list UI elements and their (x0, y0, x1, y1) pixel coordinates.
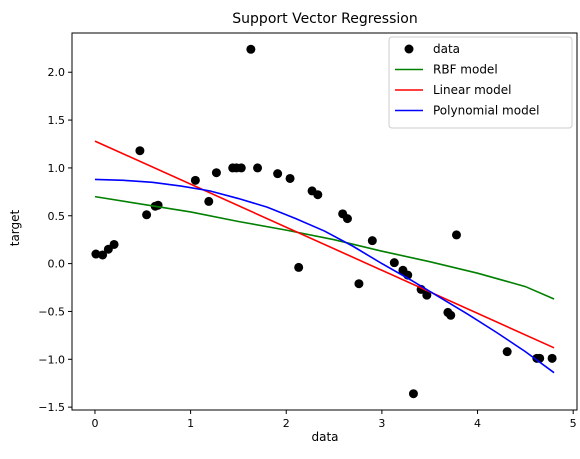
x-tick-label-3: 3 (378, 417, 385, 430)
data-point-9 (204, 196, 214, 206)
legend-label-polynomial-model: Polynomial model (433, 104, 539, 118)
y-tick-label-2: 2.0 (48, 66, 66, 79)
y-tick-label--1: −1.0 (38, 353, 65, 366)
data-point-32 (446, 310, 456, 320)
y-tick-label-1: 1.0 (48, 162, 66, 175)
data-point-25 (389, 258, 399, 268)
x-tick-label-1: 1 (187, 417, 194, 430)
x-tick-label-4: 4 (474, 417, 481, 430)
data-point-10 (211, 168, 221, 178)
data-point-1 (98, 250, 108, 260)
legend-label-data: data (433, 42, 460, 56)
data-point-22 (342, 214, 352, 224)
series-line-rbf-model (94, 195, 555, 300)
data-point-24 (367, 236, 377, 246)
data-point-34 (502, 347, 512, 357)
plot-content (91, 44, 557, 399)
data-point-13 (236, 163, 246, 173)
axes-layer: 0 1 2 3 4 5 −1.5 −1.0 −0.5 0.0 0.5 1.0 1.5 2.0 (38, 32, 578, 430)
x-tick-label-5: 5 (570, 417, 577, 430)
x-axis-label: data (311, 430, 338, 444)
plot-frame (71, 32, 578, 411)
y-axis-label: target (8, 209, 22, 246)
data-point-28 (408, 389, 418, 399)
series-line-polynomial-model (94, 178, 555, 374)
y-tick-label--0.5: −0.5 (38, 305, 65, 318)
legend-label-rbf-model: RBF model (433, 63, 498, 77)
data-point-7 (153, 200, 163, 210)
legend: data RBF model Linear model Polynomial mode… (388, 36, 573, 129)
data-point-30 (422, 290, 432, 300)
data-point-16 (273, 169, 283, 179)
legend-label-linear-model: Linear model (433, 83, 511, 97)
data-point-0 (91, 249, 101, 259)
data-point-23 (354, 279, 364, 289)
legend-box (388, 36, 573, 129)
data-point-3 (109, 239, 119, 249)
data-point-8 (190, 175, 200, 185)
y-tick-label-0.5: 0.5 (48, 210, 66, 223)
series-line-linear-model (94, 140, 555, 349)
legend-marker-data (404, 44, 414, 54)
x-tick-label-0: 0 (91, 417, 98, 430)
data-point-14 (246, 44, 256, 54)
chart-title: Support Vector Regression (232, 11, 417, 27)
data-point-15 (253, 163, 263, 173)
data-point-37 (547, 353, 557, 363)
y-tick-label--1.5: −1.5 (38, 401, 65, 414)
y-tick-label-0: 0.0 (48, 258, 66, 271)
x-tick-label-2: 2 (283, 417, 290, 430)
data-point-17 (285, 173, 295, 183)
data-point-4 (135, 146, 145, 156)
data-point-20 (313, 190, 323, 200)
data-point-18 (294, 262, 304, 272)
data-point-5 (142, 210, 152, 220)
data-point-33 (451, 230, 461, 240)
y-tick-label-1.5: 1.5 (48, 114, 66, 127)
